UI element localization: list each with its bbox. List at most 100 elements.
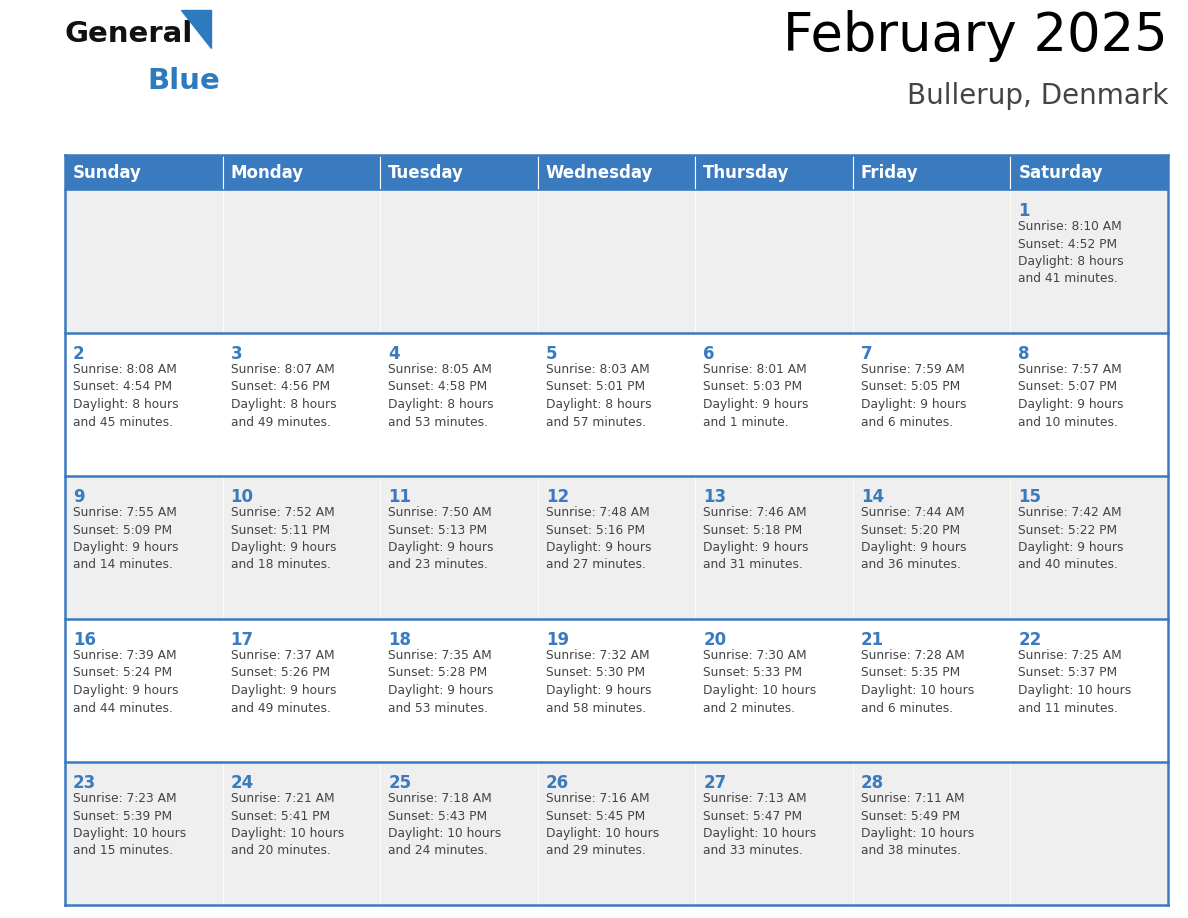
Text: 23: 23: [72, 774, 96, 792]
Text: 2: 2: [72, 345, 84, 363]
Bar: [380, 619, 538, 762]
Text: Sunrise: 8:03 AM
Sunset: 5:01 PM
Daylight: 8 hours
and 57 minutes.: Sunrise: 8:03 AM Sunset: 5:01 PM Dayligh…: [545, 363, 651, 429]
Text: Sunrise: 7:59 AM
Sunset: 5:05 PM
Daylight: 9 hours
and 6 minutes.: Sunrise: 7:59 AM Sunset: 5:05 PM Dayligh…: [861, 363, 966, 429]
Text: Sunrise: 8:10 AM
Sunset: 4:52 PM
Daylight: 8 hours
and 41 minutes.: Sunrise: 8:10 AM Sunset: 4:52 PM Dayligh…: [1018, 220, 1124, 285]
Bar: [1011, 333, 1168, 476]
Text: Sunrise: 7:32 AM
Sunset: 5:30 PM
Daylight: 9 hours
and 58 minutes.: Sunrise: 7:32 AM Sunset: 5:30 PM Dayligh…: [545, 649, 651, 714]
Bar: [853, 190, 1011, 333]
Bar: [538, 155, 695, 190]
Bar: [538, 619, 695, 762]
Text: 3: 3: [230, 345, 242, 363]
Text: Sunrise: 7:37 AM
Sunset: 5:26 PM
Daylight: 9 hours
and 49 minutes.: Sunrise: 7:37 AM Sunset: 5:26 PM Dayligh…: [230, 649, 336, 714]
Bar: [222, 155, 380, 190]
Bar: [853, 476, 1011, 619]
Text: Sunrise: 8:08 AM
Sunset: 4:54 PM
Daylight: 8 hours
and 45 minutes.: Sunrise: 8:08 AM Sunset: 4:54 PM Dayligh…: [72, 363, 178, 429]
Text: 26: 26: [545, 774, 569, 792]
Text: 7: 7: [861, 345, 872, 363]
Polygon shape: [181, 10, 211, 48]
Text: Sunrise: 7:44 AM
Sunset: 5:20 PM
Daylight: 9 hours
and 36 minutes.: Sunrise: 7:44 AM Sunset: 5:20 PM Dayligh…: [861, 506, 966, 572]
Text: 28: 28: [861, 774, 884, 792]
Bar: [222, 476, 380, 619]
Text: Sunrise: 7:50 AM
Sunset: 5:13 PM
Daylight: 9 hours
and 23 minutes.: Sunrise: 7:50 AM Sunset: 5:13 PM Dayligh…: [388, 506, 494, 572]
Bar: [65, 155, 222, 190]
Bar: [695, 190, 853, 333]
Bar: [695, 333, 853, 476]
Text: Sunrise: 7:18 AM
Sunset: 5:43 PM
Daylight: 10 hours
and 24 minutes.: Sunrise: 7:18 AM Sunset: 5:43 PM Dayligh…: [388, 792, 501, 857]
Bar: [1011, 476, 1168, 619]
Bar: [695, 619, 853, 762]
Text: 21: 21: [861, 631, 884, 649]
Text: Sunrise: 7:16 AM
Sunset: 5:45 PM
Daylight: 10 hours
and 29 minutes.: Sunrise: 7:16 AM Sunset: 5:45 PM Dayligh…: [545, 792, 659, 857]
Text: Sunrise: 7:11 AM
Sunset: 5:49 PM
Daylight: 10 hours
and 38 minutes.: Sunrise: 7:11 AM Sunset: 5:49 PM Dayligh…: [861, 792, 974, 857]
Bar: [222, 619, 380, 762]
Bar: [853, 762, 1011, 905]
Bar: [1011, 619, 1168, 762]
Bar: [853, 155, 1011, 190]
Bar: [853, 333, 1011, 476]
Text: 16: 16: [72, 631, 96, 649]
Text: Monday: Monday: [230, 163, 304, 182]
Bar: [1011, 155, 1168, 190]
Text: Sunrise: 7:55 AM
Sunset: 5:09 PM
Daylight: 9 hours
and 14 minutes.: Sunrise: 7:55 AM Sunset: 5:09 PM Dayligh…: [72, 506, 178, 572]
Text: Sunrise: 7:52 AM
Sunset: 5:11 PM
Daylight: 9 hours
and 18 minutes.: Sunrise: 7:52 AM Sunset: 5:11 PM Dayligh…: [230, 506, 336, 572]
Text: 13: 13: [703, 488, 726, 506]
Text: 9: 9: [72, 488, 84, 506]
Text: Friday: Friday: [861, 163, 918, 182]
Bar: [65, 476, 222, 619]
Bar: [380, 476, 538, 619]
Text: Tuesday: Tuesday: [388, 163, 465, 182]
Bar: [538, 333, 695, 476]
Text: 14: 14: [861, 488, 884, 506]
Text: Sunrise: 8:05 AM
Sunset: 4:58 PM
Daylight: 8 hours
and 53 minutes.: Sunrise: 8:05 AM Sunset: 4:58 PM Dayligh…: [388, 363, 494, 429]
Bar: [695, 762, 853, 905]
Bar: [222, 762, 380, 905]
Text: Sunrise: 7:35 AM
Sunset: 5:28 PM
Daylight: 9 hours
and 53 minutes.: Sunrise: 7:35 AM Sunset: 5:28 PM Dayligh…: [388, 649, 494, 714]
Text: Sunday: Sunday: [72, 163, 141, 182]
Bar: [222, 333, 380, 476]
Bar: [538, 762, 695, 905]
Bar: [65, 333, 222, 476]
Text: Sunrise: 7:21 AM
Sunset: 5:41 PM
Daylight: 10 hours
and 20 minutes.: Sunrise: 7:21 AM Sunset: 5:41 PM Dayligh…: [230, 792, 343, 857]
Text: 25: 25: [388, 774, 411, 792]
Text: Blue: Blue: [147, 67, 220, 95]
Text: 15: 15: [1018, 488, 1042, 506]
Text: Sunrise: 7:42 AM
Sunset: 5:22 PM
Daylight: 9 hours
and 40 minutes.: Sunrise: 7:42 AM Sunset: 5:22 PM Dayligh…: [1018, 506, 1124, 572]
Text: Wednesday: Wednesday: [545, 163, 653, 182]
Bar: [538, 476, 695, 619]
Bar: [65, 619, 222, 762]
Bar: [380, 762, 538, 905]
Text: Sunrise: 8:07 AM
Sunset: 4:56 PM
Daylight: 8 hours
and 49 minutes.: Sunrise: 8:07 AM Sunset: 4:56 PM Dayligh…: [230, 363, 336, 429]
Text: 1: 1: [1018, 202, 1030, 220]
Text: Sunrise: 7:46 AM
Sunset: 5:18 PM
Daylight: 9 hours
and 31 minutes.: Sunrise: 7:46 AM Sunset: 5:18 PM Dayligh…: [703, 506, 809, 572]
Bar: [222, 190, 380, 333]
Bar: [380, 155, 538, 190]
Text: 17: 17: [230, 631, 254, 649]
Bar: [1011, 762, 1168, 905]
Text: Saturday: Saturday: [1018, 163, 1102, 182]
Text: 22: 22: [1018, 631, 1042, 649]
Text: 24: 24: [230, 774, 254, 792]
Bar: [65, 190, 222, 333]
Text: Sunrise: 7:28 AM
Sunset: 5:35 PM
Daylight: 10 hours
and 6 minutes.: Sunrise: 7:28 AM Sunset: 5:35 PM Dayligh…: [861, 649, 974, 714]
Text: Sunrise: 7:30 AM
Sunset: 5:33 PM
Daylight: 10 hours
and 2 minutes.: Sunrise: 7:30 AM Sunset: 5:33 PM Dayligh…: [703, 649, 816, 714]
Bar: [1011, 190, 1168, 333]
Text: Sunrise: 7:25 AM
Sunset: 5:37 PM
Daylight: 10 hours
and 11 minutes.: Sunrise: 7:25 AM Sunset: 5:37 PM Dayligh…: [1018, 649, 1132, 714]
Text: General: General: [65, 20, 194, 48]
Text: Sunrise: 7:23 AM
Sunset: 5:39 PM
Daylight: 10 hours
and 15 minutes.: Sunrise: 7:23 AM Sunset: 5:39 PM Dayligh…: [72, 792, 187, 857]
Text: 18: 18: [388, 631, 411, 649]
Text: 5: 5: [545, 345, 557, 363]
Text: 27: 27: [703, 774, 727, 792]
Text: February 2025: February 2025: [783, 10, 1168, 62]
Text: 8: 8: [1018, 345, 1030, 363]
Text: Sunrise: 7:13 AM
Sunset: 5:47 PM
Daylight: 10 hours
and 33 minutes.: Sunrise: 7:13 AM Sunset: 5:47 PM Dayligh…: [703, 792, 816, 857]
Bar: [65, 762, 222, 905]
Text: 6: 6: [703, 345, 715, 363]
Text: Sunrise: 7:57 AM
Sunset: 5:07 PM
Daylight: 9 hours
and 10 minutes.: Sunrise: 7:57 AM Sunset: 5:07 PM Dayligh…: [1018, 363, 1124, 429]
Bar: [538, 190, 695, 333]
Text: 10: 10: [230, 488, 253, 506]
Text: Sunrise: 7:39 AM
Sunset: 5:24 PM
Daylight: 9 hours
and 44 minutes.: Sunrise: 7:39 AM Sunset: 5:24 PM Dayligh…: [72, 649, 178, 714]
Text: 12: 12: [545, 488, 569, 506]
Bar: [695, 155, 853, 190]
Bar: [380, 333, 538, 476]
Bar: [853, 619, 1011, 762]
